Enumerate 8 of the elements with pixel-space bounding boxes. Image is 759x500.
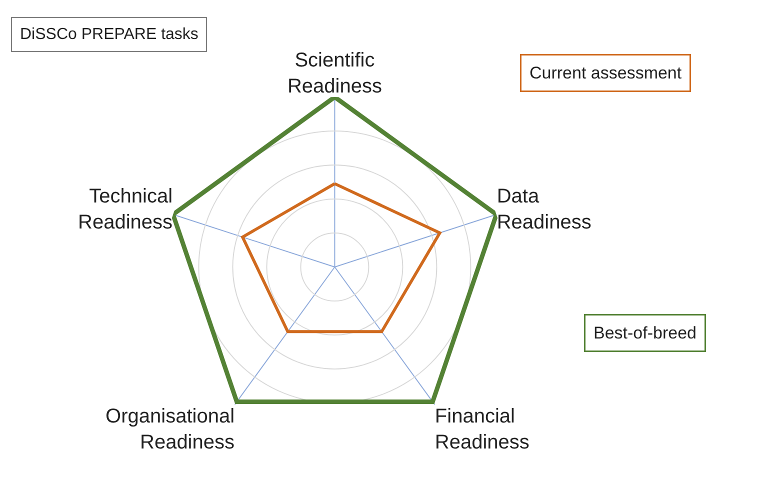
spoke-label: Data Readiness: [496, 186, 592, 234]
text: DiSSCo PREPARE tasks: [20, 26, 198, 43]
text: Current assessment: [530, 64, 682, 82]
spoke-label: Financial Readiness: [434, 406, 530, 454]
spoke-label: Scientific Readiness: [287, 50, 382, 98]
spoke-label: Organisational Readiness: [106, 406, 234, 454]
spoke-label: Technical Readiness: [78, 186, 173, 234]
text: Best-of-breed: [594, 324, 696, 342]
